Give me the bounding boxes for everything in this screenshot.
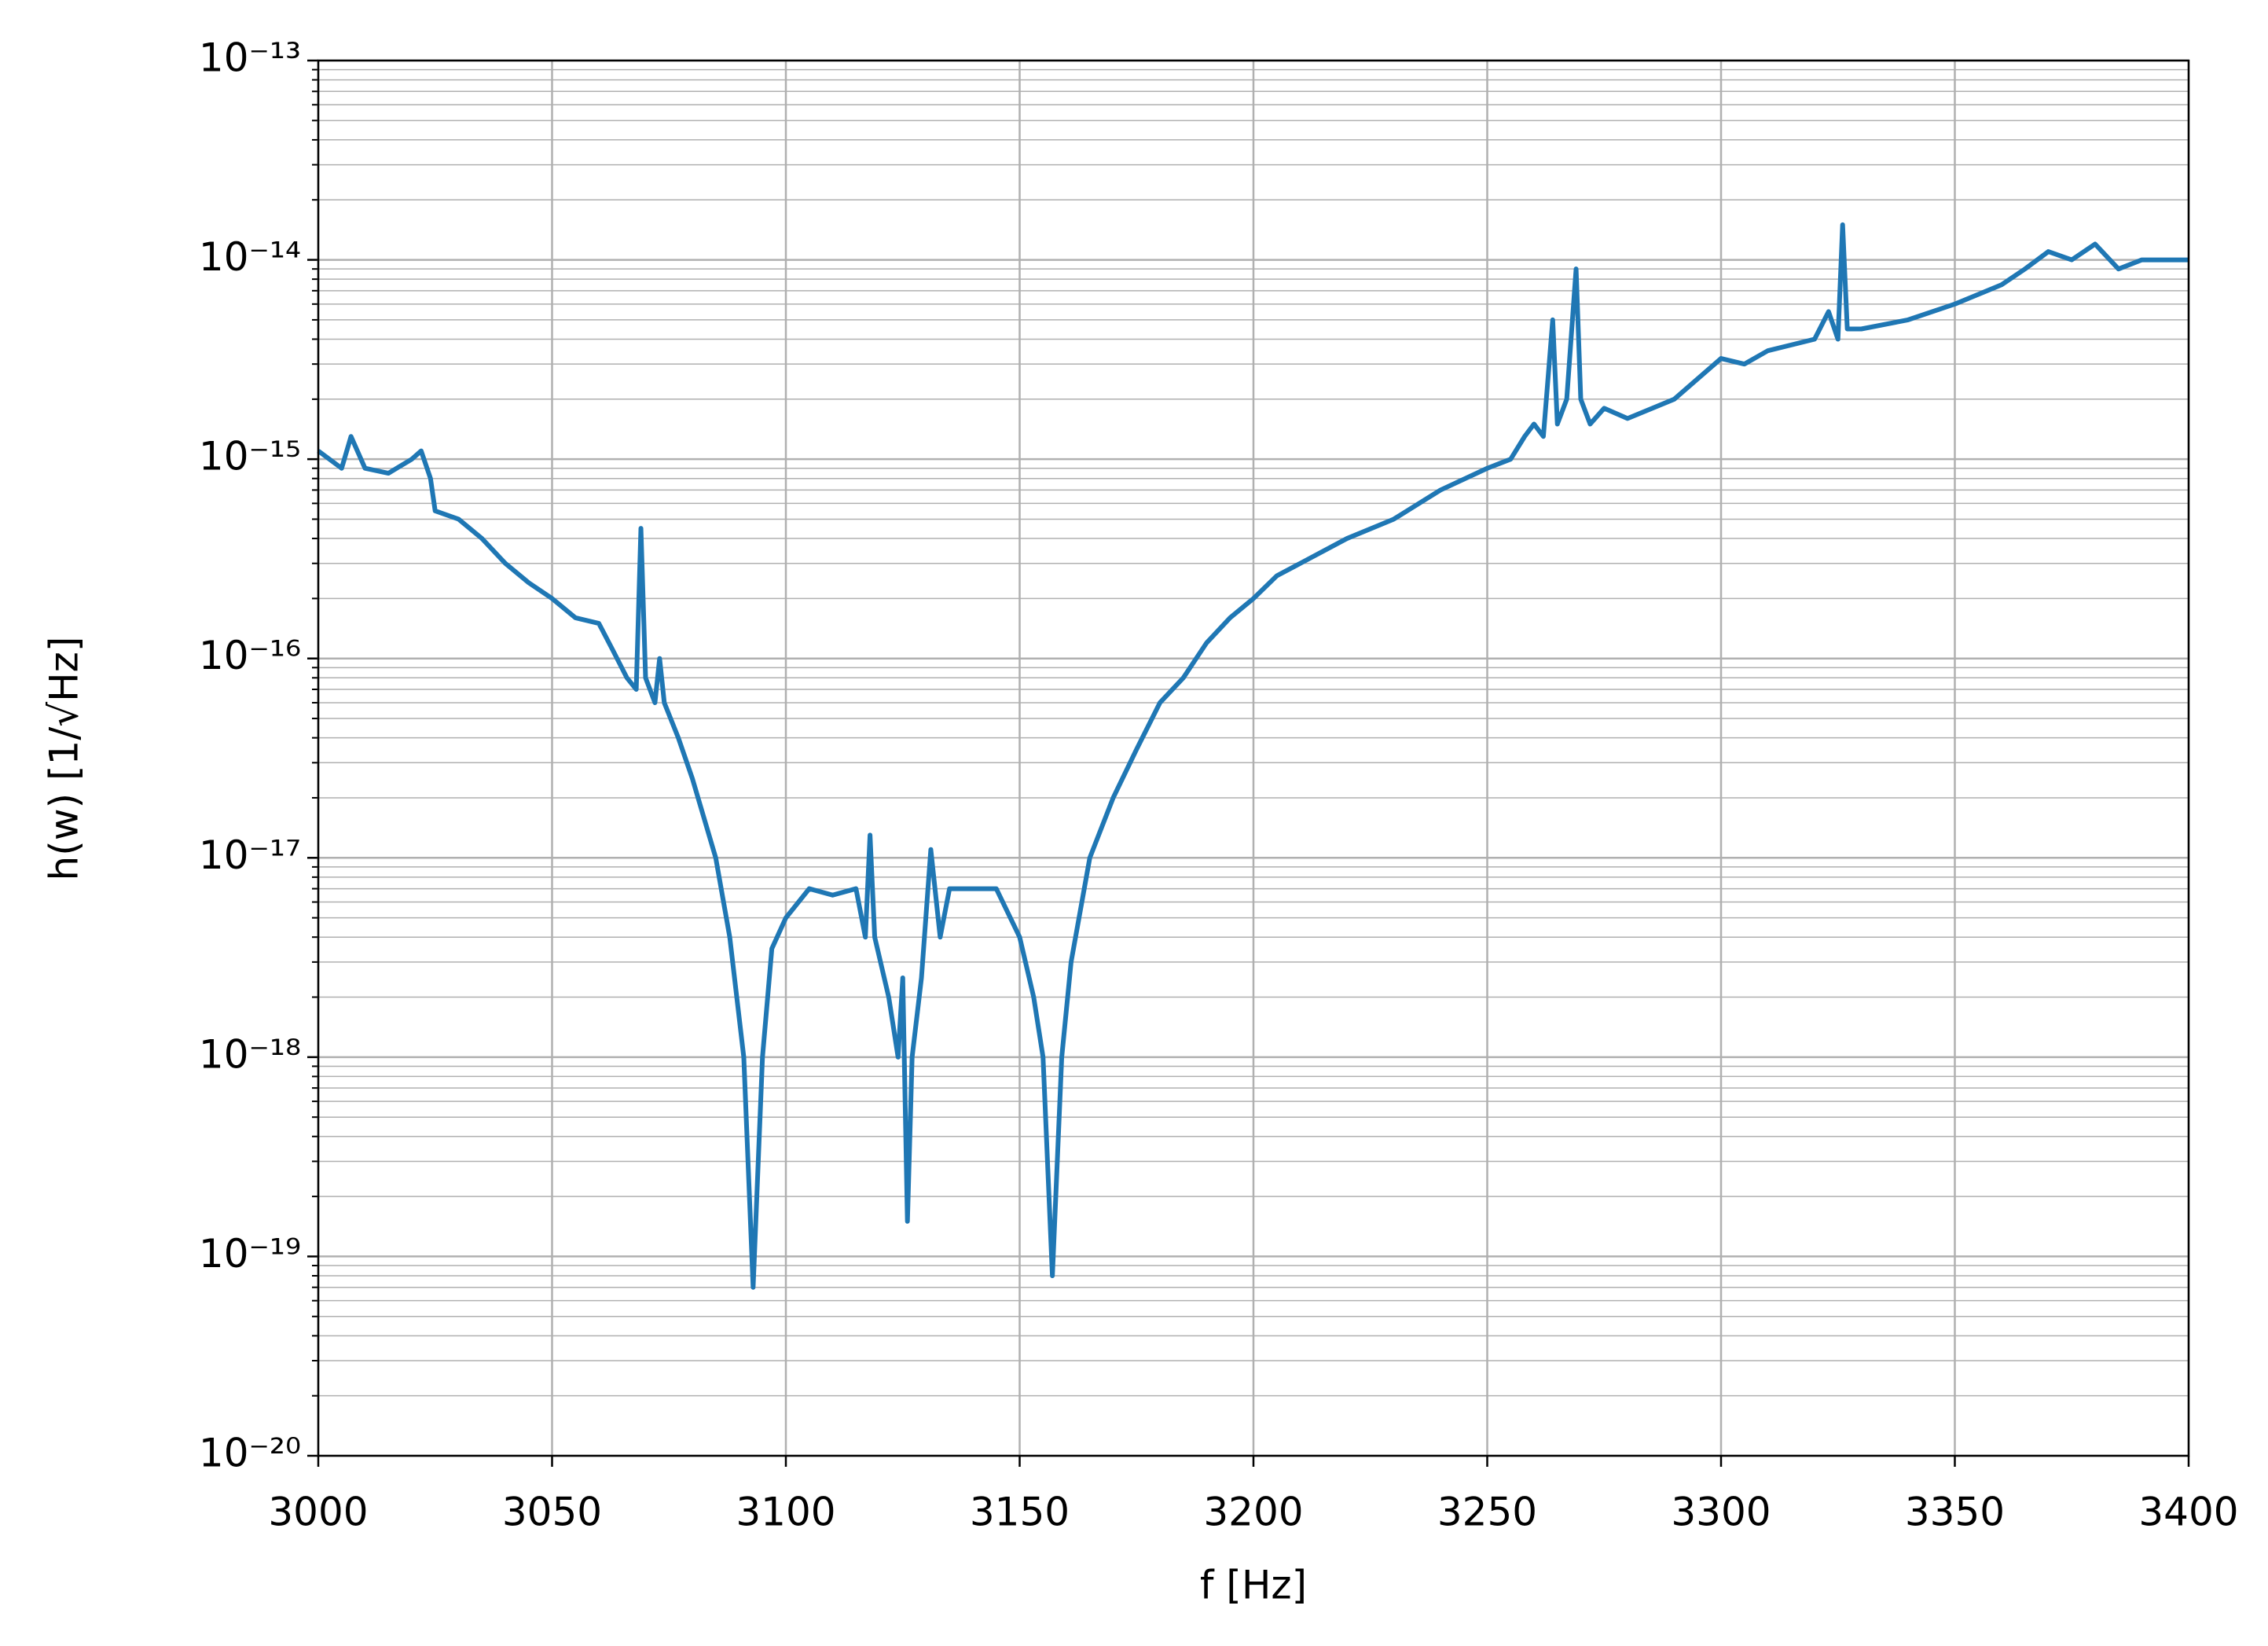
y-axis-label: h(w) [1/√Hz] xyxy=(42,637,87,881)
x-axis-label: f [Hz] xyxy=(1200,1563,1307,1608)
x-tick-label: 3000 xyxy=(268,1490,368,1535)
y-tick-label: 10⁻¹³ xyxy=(199,35,301,81)
y-tick-label: 10⁻¹⁵ xyxy=(199,434,301,479)
x-tick-label: 3100 xyxy=(736,1490,835,1535)
plot-frame xyxy=(317,59,2190,1457)
y-tick-label: 10⁻¹⁹ xyxy=(199,1231,301,1277)
y-tick-label: 10⁻¹⁸ xyxy=(199,1031,301,1077)
y-tick-label: 10⁻¹⁷ xyxy=(199,832,301,878)
x-tick-label: 3050 xyxy=(502,1490,602,1535)
x-tick-label: 3300 xyxy=(1671,1490,1771,1535)
x-tick-label: 3150 xyxy=(970,1490,1070,1535)
y-tick-label: 10⁻¹⁴ xyxy=(199,234,301,280)
data-line xyxy=(317,222,2189,1290)
x-tick-label: 3200 xyxy=(1203,1490,1303,1535)
x-tick-label: 3350 xyxy=(1905,1490,2005,1535)
x-tick-label: 3400 xyxy=(2138,1490,2238,1535)
x-tick-label: 3250 xyxy=(1437,1490,1537,1535)
y-tick-label: 10⁻¹⁶ xyxy=(199,633,301,678)
y-tick-label: 10⁻²⁰ xyxy=(199,1431,301,1476)
